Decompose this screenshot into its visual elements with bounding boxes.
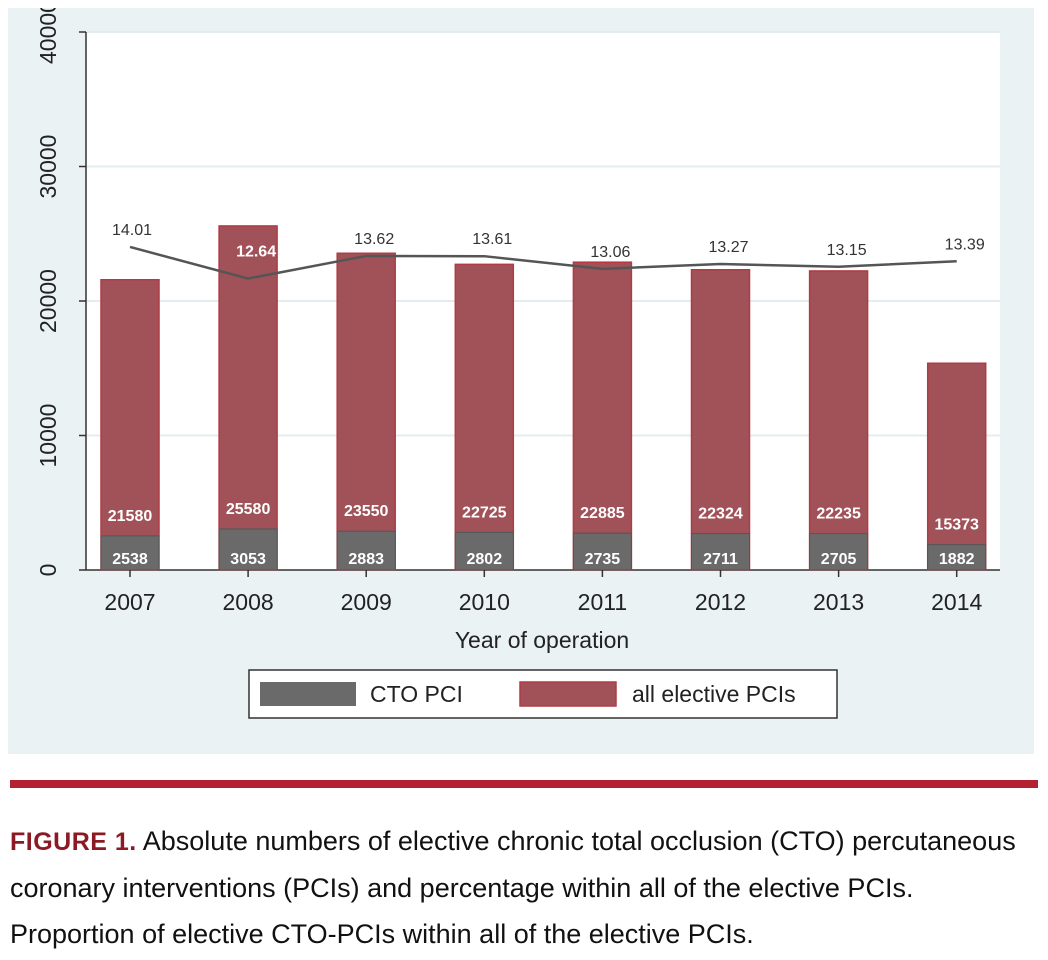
percentage-point-label: 14.01 [112,222,152,239]
bar-all-value-label: 22885 [580,505,625,522]
bar-cto [809,533,869,571]
percentage-point-label: 13.61 [472,231,512,248]
percentage-point-label: 12.64 [236,244,276,261]
percentage-point-label: 13.27 [708,239,748,256]
bar-all-value-label: 23550 [344,503,389,520]
bar-all-elective [218,225,278,571]
x-tick-label: 2012 [695,589,746,615]
bar-all-value-label: 25580 [226,501,271,518]
percentage-point-label: 13.06 [590,244,630,261]
x-axis-title: Year of operation [455,627,629,653]
caption-label: FIGURE 1. [10,828,137,856]
percentage-line [129,245,957,280]
bar-all-elective [336,252,396,571]
bar-cto [454,531,514,571]
percentage-point-label: 13.15 [827,242,867,259]
y-tick-label: 10000 [35,404,61,468]
bar-all-value-label: 22324 [698,506,743,523]
bar-all-value-label: 15373 [934,517,979,534]
bar-cto [218,528,278,571]
bar-cto [336,530,396,571]
x-tick-label: 2009 [341,589,392,615]
bar-all-value-label: 22235 [816,506,861,523]
bar-cto-value-label: 2883 [348,551,384,568]
bar-all-elective [572,261,633,571]
percentage-point-label: 13.62 [354,231,394,248]
legend-swatch-cto [260,682,356,706]
x-tick-label: 2008 [223,589,274,615]
legend-swatch-all [519,681,617,707]
bar-all-value-label: 21580 [108,508,153,525]
y-tick-label: 30000 [35,135,61,199]
x-tick-label: 2013 [813,589,864,615]
bar-all-elective [100,278,160,571]
y-tick-label: 0 [35,564,61,577]
bar-cto-value-label: 2711 [703,551,738,568]
bar-cto-value-label: 2705 [821,551,857,568]
bar-cto-value-label: 2538 [112,551,148,568]
bar-chart: 0 10000 20000 30000 40000 21580 2538 2007 25580 3… [35,8,1000,719]
bar-all-elective [690,268,751,571]
figure-caption: FIGURE 1. Absolute numbers of elective c… [10,818,1040,957]
bar-cto-value-label: 2735 [585,551,621,568]
bar-cto [691,533,750,571]
legend-label-all: all elective PCIs [632,681,796,707]
x-tick-label: 2007 [104,589,155,615]
y-tick-label: 20000 [35,269,61,333]
percentage-point-label: 13.39 [945,236,985,253]
x-tick-label: 2010 [459,589,510,615]
bar-all-elective [454,263,515,571]
caption-text: Absolute numbers of elective chronic tot… [10,826,1016,949]
x-tick-label: 2011 [578,589,627,615]
chart-panel: 0 10000 20000 30000 40000 21580 2538 2007 25580 3… [8,8,1034,754]
bar-cto [572,532,632,571]
bar-all-value-label: 22725 [462,504,507,521]
bar-cto-value-label: 2802 [467,551,503,568]
bar-cto-value-label: 3053 [230,551,266,568]
legend-label-cto: CTO PCI [370,681,463,707]
bar-all-elective [808,270,869,571]
bar-cto-value-label: 1882 [939,551,975,568]
x-tick-label: 2014 [931,589,982,615]
bar-all-elective [926,362,987,571]
divider-rule [10,780,1038,788]
y-tick-label: 40000 [35,8,61,64]
